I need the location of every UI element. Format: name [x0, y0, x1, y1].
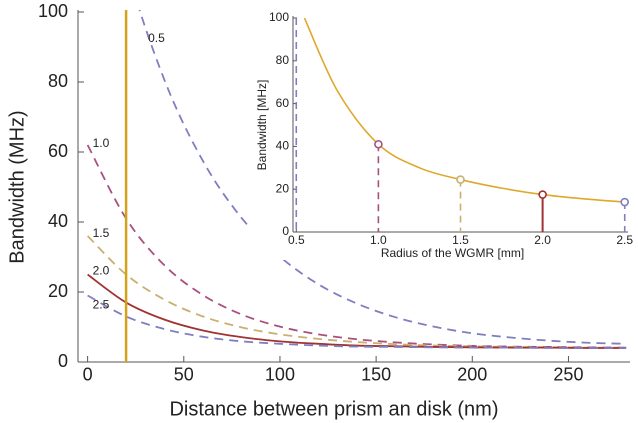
- curve: [87, 273, 627, 349]
- x-tick-label: 100: [265, 364, 295, 384]
- y-tick-label: 60: [48, 141, 68, 161]
- y-tick-label: 60: [276, 96, 290, 110]
- x-tick-label: 0: [83, 364, 93, 384]
- curve: [87, 294, 627, 349]
- curve-label: 2.5: [93, 298, 110, 312]
- x-tick-label: 1.5: [452, 233, 469, 247]
- y-tick-label: 0: [58, 351, 68, 371]
- marker: [538, 190, 547, 199]
- curve-label: 1.0: [93, 136, 110, 150]
- y-tick-label: 100: [269, 10, 289, 24]
- x-tick-label: 200: [457, 364, 487, 384]
- marker: [374, 139, 383, 149]
- curve-label: 2.0: [93, 264, 110, 278]
- x-tick-label: 250: [553, 364, 583, 384]
- y-tick-label: 40: [48, 211, 68, 231]
- x-tick-label: 150: [361, 364, 391, 384]
- x-tick-label: 1.0: [370, 233, 387, 247]
- x-axis-title: Radius of the WGMR [mm]: [381, 246, 524, 260]
- y-tick-label: 100: [38, 1, 68, 21]
- x-tick-label: 2.5: [616, 233, 633, 247]
- marker: [456, 175, 465, 184]
- curve: [138, 10, 627, 345]
- inset-background: [248, 8, 638, 260]
- x-axis-title: Distance between prism an disk (nm): [169, 398, 498, 420]
- y-tick-label: 20: [276, 181, 290, 195]
- curve-label: 1.5: [93, 226, 110, 240]
- y-tick-label: 40: [276, 139, 290, 153]
- y-tick-label: 80: [276, 53, 290, 67]
- x-tick-label: 50: [174, 364, 194, 384]
- y-axis-title: Bandwidth [MHz]: [255, 80, 269, 171]
- marker: [620, 197, 630, 207]
- y-axis-title: Bandwidth (MHz): [6, 110, 28, 263]
- y-tick-label: 20: [48, 281, 68, 301]
- plot: 0.5 1.0 1.5 2.0 2.5 0 20 40 60 80 100 Radius of the…: [248, 8, 638, 260]
- x-tick-label: 0.5: [288, 233, 305, 247]
- curve-label: 0.5: [148, 31, 165, 45]
- y-tick-label: 0: [282, 224, 289, 238]
- y-tick-label: 80: [48, 71, 68, 91]
- plot-area: [86, 10, 627, 349]
- x-tick-label: 2.0: [534, 233, 551, 247]
